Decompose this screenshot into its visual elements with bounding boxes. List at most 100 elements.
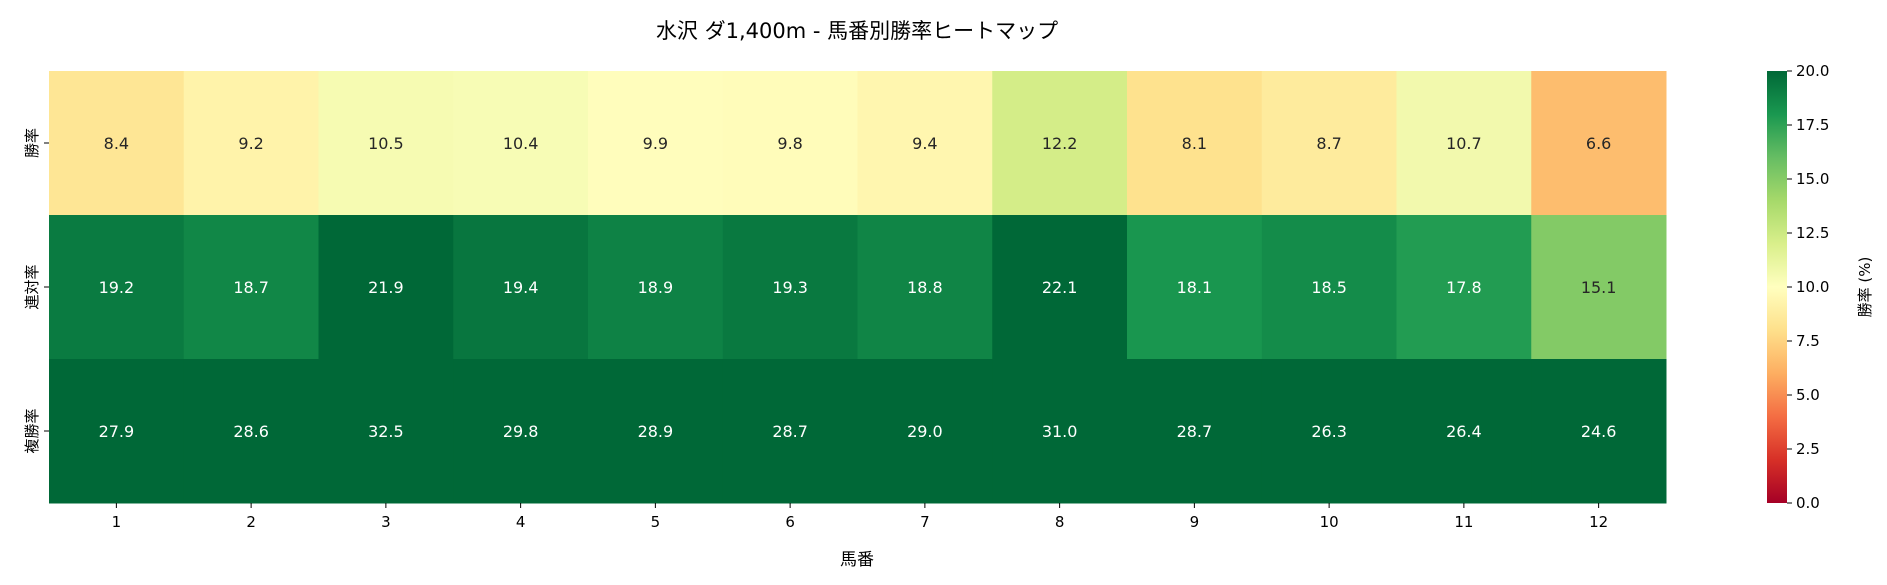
colorbar-tick-label: 2.5	[1796, 440, 1820, 458]
colorbar-tick-label: 5.0	[1796, 386, 1820, 404]
cell-value-label: 27.9	[99, 422, 135, 441]
cell-value-label: 19.2	[99, 278, 135, 297]
colorbar-tick-label: 7.5	[1796, 332, 1820, 350]
colorbar-tick-label: 17.5	[1796, 116, 1829, 134]
x-tick-label: 2	[246, 513, 256, 531]
heatmap-cell	[722, 359, 858, 504]
cell-value-label: 28.7	[1177, 422, 1213, 441]
heatmap-cell	[1127, 215, 1263, 360]
cell-value-label: 19.3	[772, 278, 808, 297]
cell-value-label: 24.6	[1581, 422, 1617, 441]
x-axis-label: 馬番	[840, 550, 874, 570]
cell-value-label: 21.9	[368, 278, 404, 297]
heatmap-cell	[49, 215, 185, 360]
heatmap-cell	[992, 215, 1128, 360]
heatmap-cell	[1261, 359, 1397, 504]
heatmap-cell	[183, 71, 319, 216]
chart-title: 水沢 ダ1,400m - 馬番別勝率ヒートマップ	[656, 19, 1058, 43]
heatmap-cell	[857, 71, 993, 216]
cell-value-label: 31.0	[1042, 422, 1078, 441]
x-tick-label: 5	[651, 513, 661, 531]
x-tick-label: 6	[785, 513, 795, 531]
x-tick-label: 11	[1454, 513, 1473, 531]
heatmap-cell	[318, 215, 454, 360]
y-tick-label: 連対率	[23, 264, 41, 309]
heatmap-cell	[1396, 71, 1532, 216]
x-tick-label: 1	[112, 513, 122, 531]
cell-value-label: 28.9	[638, 422, 674, 441]
heatmap-cell	[1531, 359, 1667, 504]
cell-value-label: 29.8	[503, 422, 539, 441]
cell-value-label: 6.6	[1586, 134, 1611, 153]
heatmap-cell	[453, 71, 589, 216]
colorbar-tick-label: 12.5	[1796, 224, 1829, 242]
heatmap-cell	[183, 215, 319, 360]
heatmap-cell	[453, 215, 589, 360]
cell-value-label: 15.1	[1581, 278, 1617, 297]
heatmap-cell	[857, 359, 993, 504]
cell-value-label: 10.4	[503, 134, 539, 153]
heatmap-cell	[318, 71, 454, 216]
colorbar-tick-label: 20.0	[1796, 62, 1829, 80]
cell-value-label: 8.4	[104, 134, 129, 153]
x-tick-label: 12	[1589, 513, 1608, 531]
colorbar-tick-label: 0.0	[1796, 494, 1820, 512]
heatmap-cell	[857, 215, 993, 360]
y-tick-label: 複勝率	[23, 408, 41, 453]
heatmap-cell	[992, 359, 1128, 504]
x-tick-label: 7	[920, 513, 930, 531]
heatmap-cell	[722, 215, 858, 360]
colorbar-tick-label: 10.0	[1796, 278, 1829, 296]
cell-value-label: 18.9	[638, 278, 674, 297]
heatmap-cell	[722, 71, 858, 216]
cell-value-label: 9.2	[238, 134, 263, 153]
cell-value-label: 18.7	[233, 278, 269, 297]
heatmap-cell	[183, 359, 319, 504]
colorbar-tick-label: 15.0	[1796, 170, 1829, 188]
heatmap-cell	[1127, 71, 1263, 216]
cell-value-label: 18.8	[907, 278, 943, 297]
cell-value-label: 26.4	[1446, 422, 1482, 441]
cell-value-label: 19.4	[503, 278, 539, 297]
colorbar-label: 勝率 (%)	[1856, 257, 1874, 318]
cell-value-label: 8.7	[1316, 134, 1341, 153]
heatmap-cells: 8.4 9.2 10.5 10.4 9.9 9.8 9.4 12.2 8.1 8.7 10.7 6.6…	[49, 71, 1667, 504]
heatmap-cell	[49, 71, 185, 216]
heatmap-cell	[453, 359, 589, 504]
cell-value-label: 22.1	[1042, 278, 1078, 297]
x-tick-label: 10	[1320, 513, 1339, 531]
heatmap-cell	[49, 359, 185, 504]
heatmap-cell	[1531, 71, 1667, 216]
cell-value-label: 18.5	[1311, 278, 1347, 297]
x-tick-label: 8	[1055, 513, 1065, 531]
cell-value-label: 12.2	[1042, 134, 1078, 153]
cell-value-label: 10.5	[368, 134, 404, 153]
cell-value-label: 32.5	[368, 422, 404, 441]
x-axis-ticks: 1 2 3 4 5 6 7 8 9 10 11 12	[112, 503, 1608, 531]
x-tick-label: 9	[1190, 513, 1200, 531]
cell-value-label: 10.7	[1446, 134, 1482, 153]
heatmap-cell	[992, 71, 1128, 216]
cell-value-label: 26.3	[1311, 422, 1347, 441]
colorbar	[1767, 71, 1787, 503]
heatmap-cell	[1396, 359, 1532, 504]
cell-value-label: 18.1	[1177, 278, 1213, 297]
heatmap-cell	[318, 359, 454, 504]
x-tick-label: 4	[516, 513, 526, 531]
cell-value-label: 17.8	[1446, 278, 1482, 297]
heatmap-cell	[1261, 215, 1397, 360]
cell-value-label: 28.7	[772, 422, 808, 441]
heatmap-cell	[1396, 215, 1532, 360]
cell-value-label: 29.0	[907, 422, 943, 441]
x-tick-label: 3	[381, 513, 391, 531]
colorbar-ticks: 0.0 2.5 5.0 7.5 10.0 12.5 15.0 17.5 20.0	[1787, 62, 1829, 512]
cell-value-label: 9.9	[643, 134, 668, 153]
cell-value-label: 9.8	[777, 134, 802, 153]
heatmap-cell	[1261, 71, 1397, 216]
heatmap-cell	[588, 71, 724, 216]
heatmap-cell	[1531, 215, 1667, 360]
y-tick-label: 勝率	[23, 128, 41, 158]
heatmap-cell	[588, 215, 724, 360]
